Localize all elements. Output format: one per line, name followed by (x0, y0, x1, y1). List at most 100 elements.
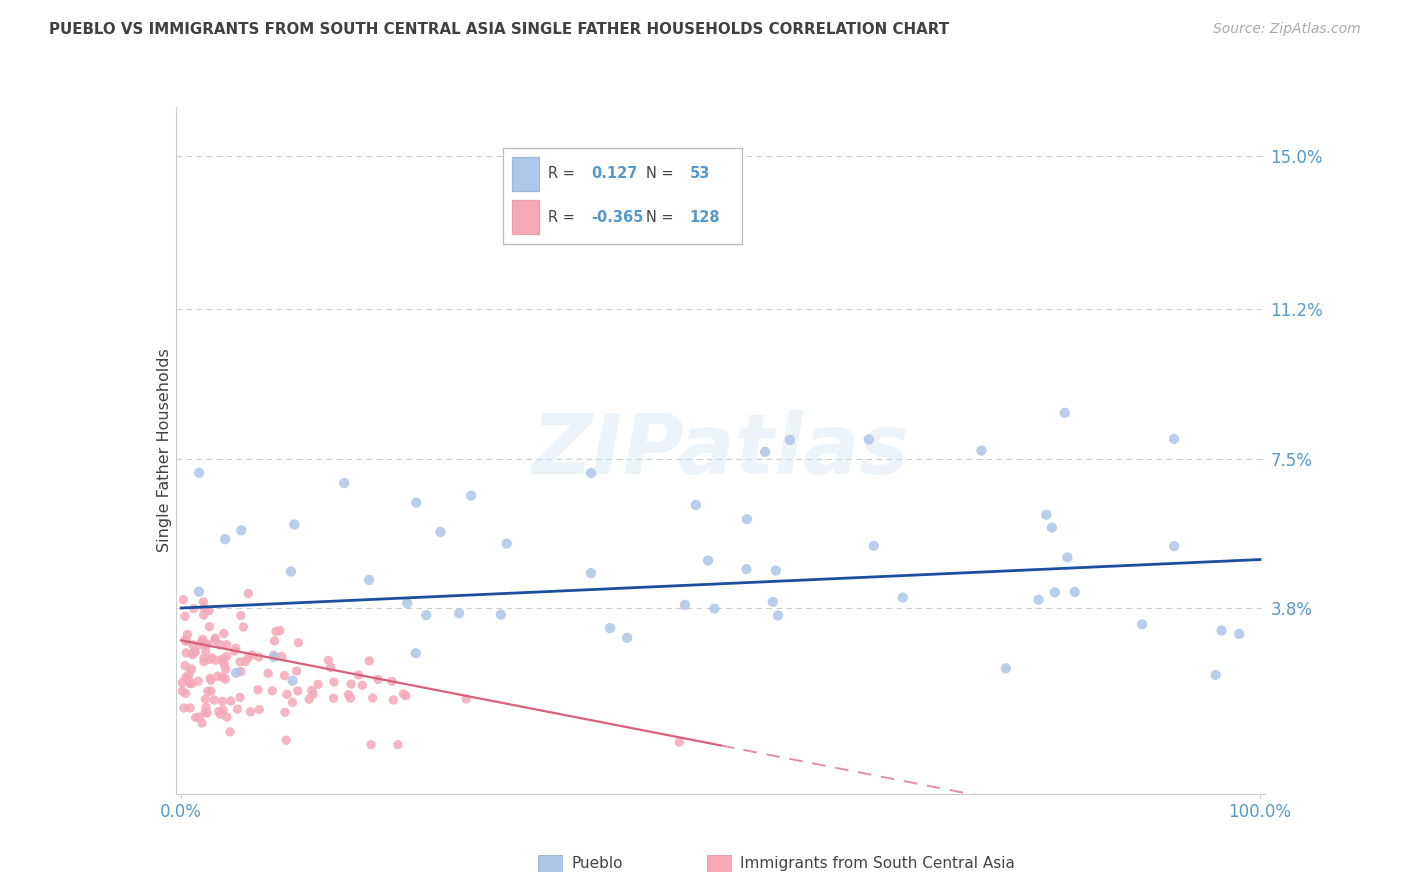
Point (263, 634, 285, 648)
Text: Immigrants from South Central Asia: Immigrants from South Central Asia (740, 856, 1015, 871)
Point (616, 631, 638, 645)
Point (322, 675, 344, 690)
Point (246, 682, 269, 697)
Point (193, 651, 215, 665)
Point (387, 738, 409, 752)
Point (1163, 539, 1185, 553)
Point (212, 703, 235, 717)
Point (208, 638, 231, 652)
Point (215, 662, 238, 676)
Point (361, 690, 384, 705)
Text: R =: R = (548, 210, 575, 225)
Point (211, 670, 233, 684)
Point (204, 633, 226, 648)
Bar (512, 200, 538, 234)
Point (405, 495, 427, 509)
Point (235, 655, 257, 669)
Point (188, 638, 211, 652)
Point (281, 695, 304, 709)
Text: N =: N = (647, 210, 673, 225)
Point (204, 631, 226, 645)
Point (301, 683, 323, 698)
Point (195, 637, 218, 651)
Point (283, 517, 305, 532)
Point (263, 648, 285, 663)
Point (176, 634, 198, 648)
Point (316, 653, 339, 667)
Point (274, 705, 297, 719)
Point (229, 608, 252, 623)
Point (200, 673, 222, 688)
Text: 0.127: 0.127 (592, 166, 638, 181)
Point (183, 645, 205, 659)
Point (276, 687, 298, 701)
Text: ZIPatlas: ZIPatlas (531, 410, 910, 491)
Point (187, 584, 209, 599)
Text: 53: 53 (689, 166, 710, 181)
Point (212, 657, 235, 672)
Point (181, 638, 204, 652)
Point (212, 626, 235, 640)
Point (191, 716, 214, 731)
Point (247, 702, 270, 716)
Point (322, 691, 344, 706)
Point (181, 648, 204, 662)
Point (200, 671, 222, 685)
Point (685, 498, 707, 512)
Point (970, 443, 993, 458)
Point (415, 608, 437, 623)
Point (219, 724, 242, 739)
Point (214, 532, 236, 546)
Point (239, 705, 262, 719)
Point (1205, 668, 1227, 682)
Text: N =: N = (647, 166, 673, 181)
Point (225, 665, 247, 680)
Y-axis label: Single Father Households: Single Father Households (157, 349, 172, 552)
Point (382, 693, 405, 707)
Point (429, 524, 451, 539)
Point (190, 635, 212, 649)
Point (381, 674, 404, 689)
Point (456, 692, 478, 706)
Point (697, 553, 720, 567)
Point (209, 707, 232, 722)
Point (215, 710, 238, 724)
Point (174, 609, 197, 624)
Point (302, 687, 325, 701)
Point (579, 566, 602, 581)
Point (173, 701, 195, 715)
Point (703, 601, 725, 615)
Point (172, 675, 194, 690)
Point (339, 691, 361, 706)
Point (263, 650, 285, 665)
Point (226, 702, 249, 716)
Point (194, 644, 217, 658)
Text: PUEBLO VS IMMIGRANTS FROM SOUTH CENTRAL ASIA SINGLE FATHER HOUSEHOLDS CORRELATIO: PUEBLO VS IMMIGRANTS FROM SOUTH CENTRAL … (49, 22, 949, 37)
Point (176, 627, 198, 641)
Point (179, 676, 201, 690)
Point (287, 636, 309, 650)
Point (1130, 617, 1153, 632)
Point (359, 573, 381, 587)
Point (195, 638, 218, 652)
Point (489, 607, 512, 622)
Point (405, 646, 427, 660)
Point (195, 700, 218, 714)
Point (194, 692, 217, 706)
Point (174, 686, 197, 700)
Point (352, 678, 374, 692)
Point (208, 705, 231, 719)
Point (197, 684, 219, 698)
Point (779, 433, 801, 447)
Point (333, 476, 356, 491)
Point (281, 673, 304, 688)
Point (396, 596, 419, 610)
Point (247, 650, 270, 665)
Point (340, 677, 363, 691)
Point (200, 684, 222, 698)
Text: Source: ZipAtlas.com: Source: ZipAtlas.com (1213, 22, 1361, 37)
Point (1211, 624, 1233, 638)
Point (193, 600, 215, 615)
Point (187, 674, 209, 689)
Point (225, 641, 247, 656)
